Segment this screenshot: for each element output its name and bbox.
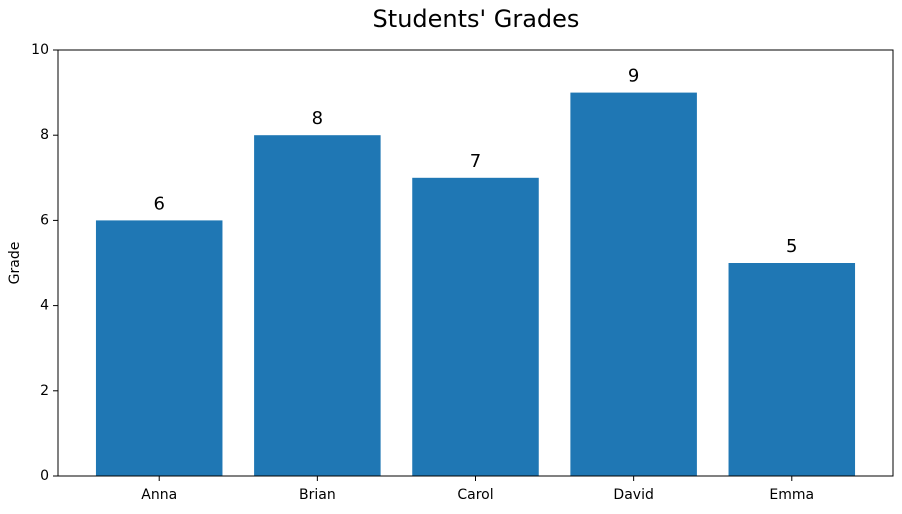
bar	[570, 92, 697, 476]
y-tick-label: 6	[40, 212, 49, 228]
plot-frame	[57, 49, 894, 477]
x-tick-label: David	[613, 487, 653, 503]
x-tick-label: Emma	[769, 487, 814, 503]
y-axis-label: Grade	[7, 242, 23, 285]
bar	[728, 263, 856, 476]
y-tick-label: 2	[40, 383, 49, 399]
value-label: 9	[628, 66, 639, 87]
value-label: 8	[312, 108, 323, 129]
y-tick-label: 4	[40, 298, 49, 314]
value-label: 6	[153, 193, 164, 214]
chart-title: Students' Grades	[373, 5, 580, 33]
bar	[95, 220, 223, 476]
x-tick-label: Carol	[457, 487, 493, 503]
bar	[412, 177, 539, 477]
x-tick-label: Brian	[299, 487, 336, 503]
y-tick-label: 8	[40, 127, 49, 143]
x-tick-label: Anna	[141, 487, 177, 503]
y-tick-label: 0	[40, 468, 49, 484]
y-tick-label: 10	[31, 42, 49, 58]
value-label: 5	[786, 236, 797, 257]
bar	[254, 135, 381, 476]
value-label: 7	[470, 151, 481, 172]
